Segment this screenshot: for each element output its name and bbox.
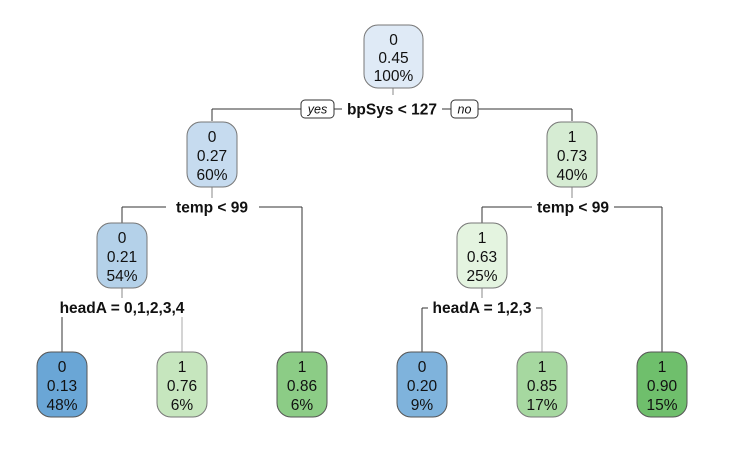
- leaf-3-prob: 0.86: [287, 378, 317, 395]
- node-2: 0 0.27 60%: [186, 121, 238, 188]
- node-2-prob: 0.27: [197, 148, 227, 165]
- leaf-1-class: 0: [58, 359, 67, 376]
- node-root-box: [363, 24, 424, 89]
- tree-nodes: 0 0.45 100% 0 0.27 60% 1 0.73 40% 0 0.21…: [36, 24, 688, 418]
- leaf-4-class: 0: [418, 359, 427, 376]
- leaf-6-box: [636, 351, 688, 418]
- leaf-6-prob: 0.90: [647, 378, 678, 395]
- split-labels: bpSys < 127 temp < 99 temp < 99 headA = …: [60, 102, 610, 318]
- leaf-5-prob: 0.85: [527, 378, 557, 395]
- split-right-heada: headA = 1,2,3: [433, 300, 532, 317]
- yes-box: [300, 99, 335, 119]
- leaf-5-pct: 17%: [526, 397, 557, 414]
- node-root-prob: 0.45: [378, 50, 408, 67]
- leaf-6: 1 0.90 15%: [636, 351, 688, 418]
- leaf-5: 1 0.85 17%: [516, 351, 568, 418]
- split-left-heada: headA = 0,1,2,3,4: [60, 300, 185, 317]
- split-left-temp: temp < 99: [176, 200, 248, 217]
- node-4: 0 0.21 54%: [96, 222, 148, 289]
- node-4-box: [96, 222, 148, 289]
- node-2-box: [186, 121, 238, 188]
- node-3-box: [546, 121, 598, 188]
- yes-label: yes: [307, 103, 327, 117]
- leaf-3-pct: 6%: [291, 397, 314, 414]
- no-label: no: [458, 103, 472, 117]
- leaf-2-prob: 0.76: [167, 378, 197, 395]
- node-3-class: 1: [568, 129, 577, 146]
- leaf-6-class: 1: [658, 359, 667, 376]
- split-right-temp: temp < 99: [537, 200, 609, 217]
- leaf-3-class: 1: [298, 359, 307, 376]
- leaf-1-prob: 0.13: [47, 378, 77, 395]
- leaf-4: 0 0.20 9%: [396, 351, 448, 418]
- no-box: [450, 99, 479, 119]
- node-root-pct: 100%: [374, 68, 414, 85]
- node-2-class: 0: [208, 129, 217, 146]
- leaf-5-box: [516, 351, 568, 418]
- leaf-4-pct: 9%: [411, 397, 434, 414]
- leaf-5-class: 1: [538, 359, 547, 376]
- node-root: 0 0.45 100%: [363, 24, 424, 89]
- leaf-1-box: [36, 351, 88, 418]
- leaf-2: 1 0.76 6%: [156, 351, 208, 418]
- node-3-prob: 0.73: [557, 148, 587, 165]
- leaf-3-box: [276, 351, 328, 418]
- node-4-class: 0: [118, 230, 127, 247]
- node-2-pct: 60%: [196, 167, 227, 184]
- leaf-4-box: [396, 351, 448, 418]
- leaf-6-pct: 15%: [646, 397, 677, 414]
- leaf-2-box: [156, 351, 208, 418]
- node-6-class: 1: [478, 230, 487, 247]
- leaf-1-pct: 48%: [46, 397, 77, 414]
- branch-labels: yes no: [300, 99, 479, 119]
- leaf-4-prob: 0.20: [407, 378, 438, 395]
- leaf-3: 1 0.86 6%: [276, 351, 328, 418]
- node-6-box: [456, 222, 508, 289]
- node-root-class: 0: [389, 32, 398, 49]
- node-6-pct: 25%: [466, 268, 497, 285]
- node-4-prob: 0.21: [107, 249, 137, 266]
- node-3-pct: 40%: [556, 167, 587, 184]
- node-6-prob: 0.63: [467, 249, 497, 266]
- leaf-1: 0 0.13 48%: [36, 351, 88, 418]
- split-root: bpSys < 127: [347, 102, 437, 119]
- node-3: 1 0.73 40%: [546, 121, 598, 188]
- node-6: 1 0.63 25%: [456, 222, 508, 289]
- leaf-2-class: 1: [178, 359, 187, 376]
- leaf-2-pct: 6%: [171, 397, 194, 414]
- node-4-pct: 54%: [106, 268, 137, 285]
